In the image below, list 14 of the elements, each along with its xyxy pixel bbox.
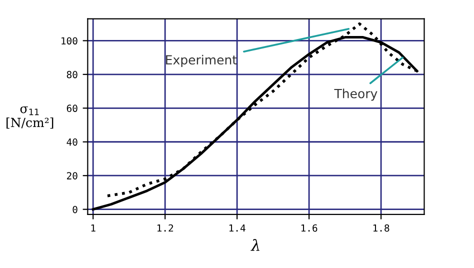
annotation: Theory [334, 88, 378, 101]
y-tick-label: 40 [66, 138, 78, 146]
x-tick-label: 1.6 [301, 224, 318, 232]
y-tick-label: 80 [66, 70, 78, 78]
x-tick-label: 1 [91, 224, 96, 232]
y-tick-label: 20 [66, 172, 78, 180]
y-tick-label: 100 [62, 37, 78, 45]
y-tick-label: 0 [72, 206, 78, 214]
y-tick-label: 60 [66, 104, 78, 112]
y-axis-title: σ$_{11}$ [N/cm²] [6, 106, 54, 129]
x-tick-label: 1.4 [229, 224, 246, 232]
x-axis-title: λ [250, 239, 260, 251]
x-tick-label: 1.2 [157, 224, 174, 232]
x-tick-label: 1.8 [373, 224, 390, 232]
